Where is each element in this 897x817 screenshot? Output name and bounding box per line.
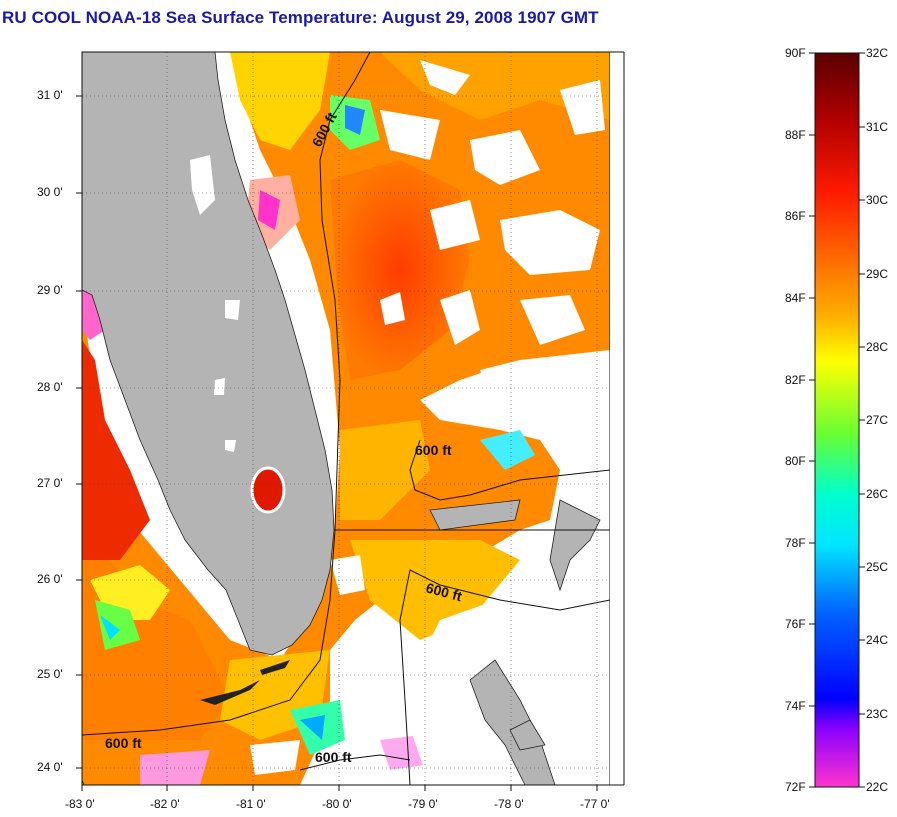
colorbar-c-label: 29C <box>866 267 889 281</box>
lat-tick-label: 24 0' <box>37 760 63 774</box>
lat-tick-label: 28 0' <box>37 380 63 394</box>
lat-tick-label: 26 0' <box>37 572 63 586</box>
colorbar-f-label: 72F <box>785 780 806 794</box>
colorbar-f-label: 90F <box>785 46 806 60</box>
lat-tick-label: 29 0' <box>37 283 63 297</box>
colorbar-c-label: 31C <box>866 120 889 134</box>
colorbar-f-label: 80F <box>785 454 806 468</box>
isobath-label: 600 ft <box>105 735 142 751</box>
colorbar-gradient <box>814 52 860 788</box>
colorbar-c-label: 25C <box>866 560 889 574</box>
bahamas-land <box>429 499 601 785</box>
colorbar-c-label: 32C <box>866 46 889 60</box>
lon-tick-label: -81 0' <box>236 797 266 811</box>
isobath-label: 600 ft <box>415 442 452 458</box>
graticule <box>82 52 610 785</box>
colorbar <box>809 52 865 788</box>
colorbar-c-label: 30C <box>866 193 889 207</box>
isobath-600ft <box>82 52 610 785</box>
colorbar-f-label: 86F <box>785 209 806 223</box>
lon-tick-label: -80 0' <box>322 797 352 811</box>
lon-tick-label: -82 0' <box>150 797 180 811</box>
lat-tick-label: 25 0' <box>37 667 63 681</box>
lon-tick-label: -83 0' <box>65 797 95 811</box>
colorbar-c-label: 27C <box>866 413 889 427</box>
florida-keys <box>200 660 290 705</box>
colorbar-c-label: 24C <box>866 633 889 647</box>
colorbar-f-label: 76F <box>785 617 806 631</box>
lake-okeechobee <box>250 466 286 514</box>
lon-tick-label: -77 0' <box>580 797 610 811</box>
lon-tick-label: -79 0' <box>408 797 438 811</box>
colorbar-ticks <box>809 52 865 788</box>
lat-tick-label: 27 0' <box>37 476 63 490</box>
lon-tick-label: -78 0' <box>494 797 524 811</box>
colorbar-f-label: 78F <box>785 536 806 550</box>
colorbar-c-label: 23C <box>866 707 889 721</box>
colorbar-f-label: 74F <box>785 699 806 713</box>
page-title: RU COOL NOAA-18 Sea Surface Temperature:… <box>2 8 599 27</box>
lat-tick-label: 30 0' <box>37 185 63 199</box>
map-panel <box>82 52 610 785</box>
isobath-label: 600 ft <box>315 749 352 765</box>
lat-tick-label: 31 0' <box>37 88 63 102</box>
colorbar-c-label: 26C <box>866 487 889 501</box>
land-cloud-mask <box>190 155 240 452</box>
colorbar-c-label: 22C <box>866 780 889 794</box>
axis-ticks <box>76 95 598 791</box>
colorbar-f-label: 82F <box>785 373 806 387</box>
colorbar-f-label: 84F <box>785 291 806 305</box>
colorbar-f-label: 88F <box>785 128 806 142</box>
colorbar-c-label: 28C <box>866 340 889 354</box>
cloud-mask <box>198 60 610 785</box>
